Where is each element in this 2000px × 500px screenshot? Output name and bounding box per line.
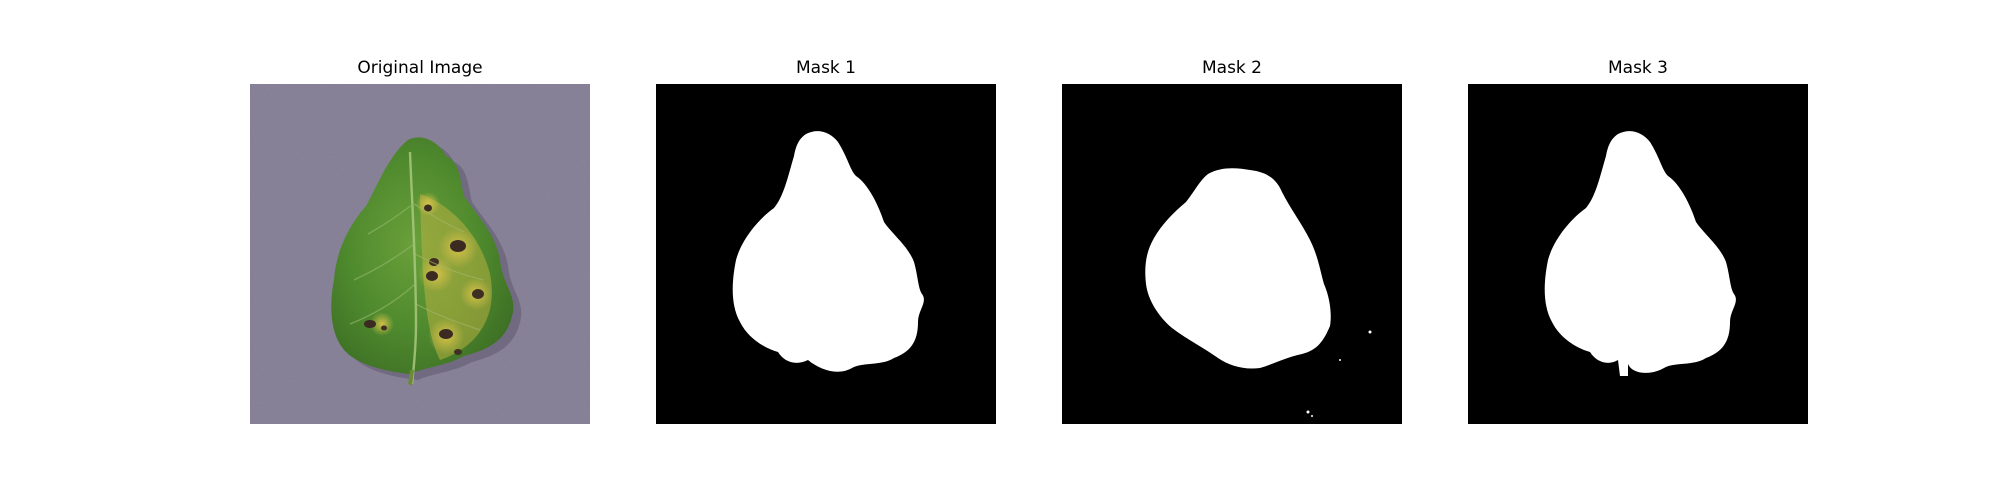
panel-title: Mask 2 <box>1201 58 1262 78</box>
mask-1-image <box>656 84 996 424</box>
mask-3-image <box>1468 84 1808 424</box>
panel-title: Mask 3 <box>1607 58 1668 78</box>
mask-1-region <box>732 131 924 372</box>
panel-mask-1: Mask 1 <box>656 56 996 424</box>
mask-2-region <box>1145 168 1331 369</box>
mask-3-region <box>1544 131 1736 376</box>
mask-2-image <box>1062 84 1402 424</box>
panel-mask-3: Mask 3 <box>1468 56 1808 424</box>
original-leaf-photo <box>250 84 590 424</box>
panel-title: Mask 1 <box>795 58 856 78</box>
panel-original-image: Original Image <box>250 56 590 424</box>
panel-title: Original Image <box>357 58 483 78</box>
panel-mask-2: Mask 2 <box>1062 56 1402 424</box>
